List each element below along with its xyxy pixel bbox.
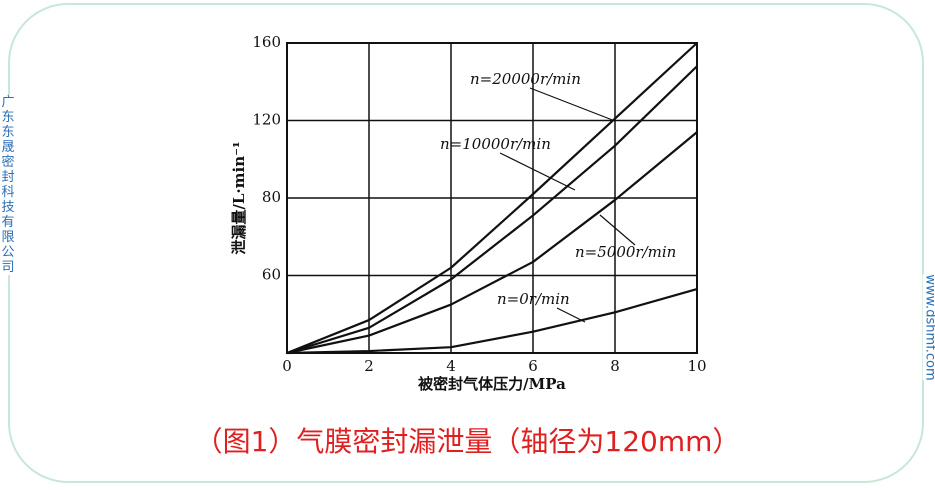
leader-line — [529, 87, 616, 122]
line — [286, 131, 698, 355]
x-tick-label: 8 — [610, 357, 620, 375]
series-label: n=0r/min — [497, 290, 570, 308]
x-axis-label: 被密封气体压力/MPa — [418, 375, 566, 393]
series-label: n=10000r/min — [440, 135, 551, 153]
y-tick-label: 60 — [262, 266, 281, 284]
chart: 0 2 4 6 8 10 60 80 120 160 被密封气体压力/MPa 泄漏量/L·min⁻¹ n… — [230, 33, 707, 393]
caption: （图1）气膜密封漏泄量（轴径为120mm） — [194, 425, 741, 458]
y-tick-label: 80 — [262, 188, 281, 206]
x-tick-label: 0 — [282, 357, 292, 375]
line — [286, 65, 698, 355]
plot-frame — [286, 42, 698, 354]
leader-line — [499, 152, 576, 191]
leader-line — [556, 307, 586, 323]
x-tick-label: 2 — [364, 357, 374, 375]
y-axis-label: 泄漏量/L·min⁻¹ — [230, 141, 248, 254]
line — [286, 288, 698, 355]
left-brand: 广东东晟密封科技有限公司 — [0, 95, 16, 275]
series-label: n=5000r/min — [575, 243, 676, 261]
x-tick-label: 10 — [687, 357, 706, 375]
x-tick-label: 6 — [528, 357, 538, 375]
y-tick-label: 160 — [252, 33, 281, 51]
line — [286, 42, 698, 355]
x-tick-label: 4 — [446, 357, 456, 375]
leader-line — [599, 214, 636, 246]
series-label: n=20000r/min — [470, 70, 581, 88]
y-tick-label: 120 — [252, 111, 281, 129]
